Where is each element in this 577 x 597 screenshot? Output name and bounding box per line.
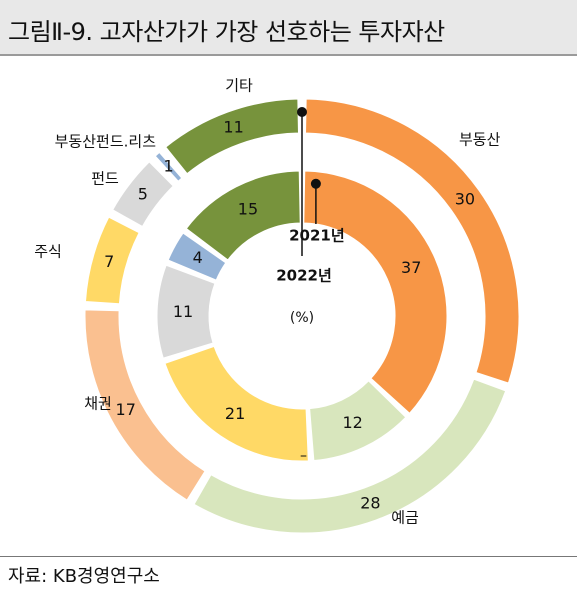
category-label-realestate: 부동산 — [459, 131, 501, 149]
chart-title: 그림Ⅱ-9. 고자산가가 가장 선호하는 투자자산 — [8, 18, 445, 46]
outer-2022-value-label-fund: 5 — [138, 184, 148, 203]
donut-chart: 30 28 17 7 5 1 11 37 12 21 11 4 15– 부동산 예금 채권 주식 펀드 부동산펀드.… — [0, 56, 577, 556]
inner-2021-slice-deposit — [309, 380, 407, 462]
category-label-stock: 주식 — [34, 243, 62, 261]
outer-2022-slice-stock — [84, 216, 140, 305]
series-2021-marker — [310, 178, 321, 189]
inner-2021-slice-other — [185, 170, 301, 261]
outer-2022-value-label-bond: 17 — [116, 400, 136, 419]
inner-2021-missing-bond-marker: – — [300, 448, 307, 464]
outer-2022-value-label-deposit: 28 — [360, 493, 380, 512]
donut-chart-svg: 3028177511137122111415–부동산예금채권주식펀드부동산펀드.… — [34, 77, 520, 534]
outer-2022-slice-bond — [84, 309, 206, 501]
category-label-reit: 부동산펀드.리츠 — [55, 133, 157, 151]
outer-2022-slice-realestate — [305, 98, 520, 384]
source-divider — [0, 556, 577, 557]
category-label-deposit: 예금 — [391, 509, 419, 527]
inner-2021-value-label-other: 15 — [238, 199, 258, 218]
inner-2021-slice-realestate — [303, 170, 448, 414]
inner-2021-value-label-deposit: 12 — [342, 413, 362, 432]
inner-2021-slice-fund — [156, 264, 216, 359]
source-note: 자료: KB경영연구소 — [8, 566, 160, 587]
inner-2021-value-label-realestate: 37 — [401, 258, 421, 277]
category-label-bond: 채권 — [84, 395, 112, 413]
inner-2021-value-label-fund: 11 — [173, 302, 193, 321]
outer-2022-value-label-other: 11 — [223, 118, 243, 137]
outer-2022-value-label-reit: 1 — [164, 156, 174, 175]
category-label-other: 기타 — [225, 77, 253, 95]
outer-2022-slice-reit — [154, 151, 183, 182]
inner-2021-slice-stock — [164, 345, 309, 462]
title-bar: 그림Ⅱ-9. 고자산가가 가장 선호하는 투자자산 — [0, 0, 577, 56]
series-2022-marker — [297, 107, 307, 117]
series-label-2021: 2021년 — [289, 227, 345, 245]
inner-2021-value-label-stock: 21 — [225, 404, 245, 423]
unit-label: (%) — [290, 310, 314, 326]
series-label-2022: 2022년 — [276, 267, 332, 285]
outer-2022-slice-fund — [112, 161, 174, 228]
inner-2021-slice-reit — [167, 232, 227, 281]
outer-2022-value-label-realestate: 30 — [455, 189, 475, 208]
outer-2022-value-label-stock: 7 — [104, 252, 114, 271]
inner-2021-value-label-reit: 4 — [193, 248, 203, 267]
outer-2022-slice-deposit — [193, 378, 507, 534]
outer-2022-slice-other — [165, 98, 299, 175]
category-label-fund: 펀드 — [91, 170, 119, 188]
